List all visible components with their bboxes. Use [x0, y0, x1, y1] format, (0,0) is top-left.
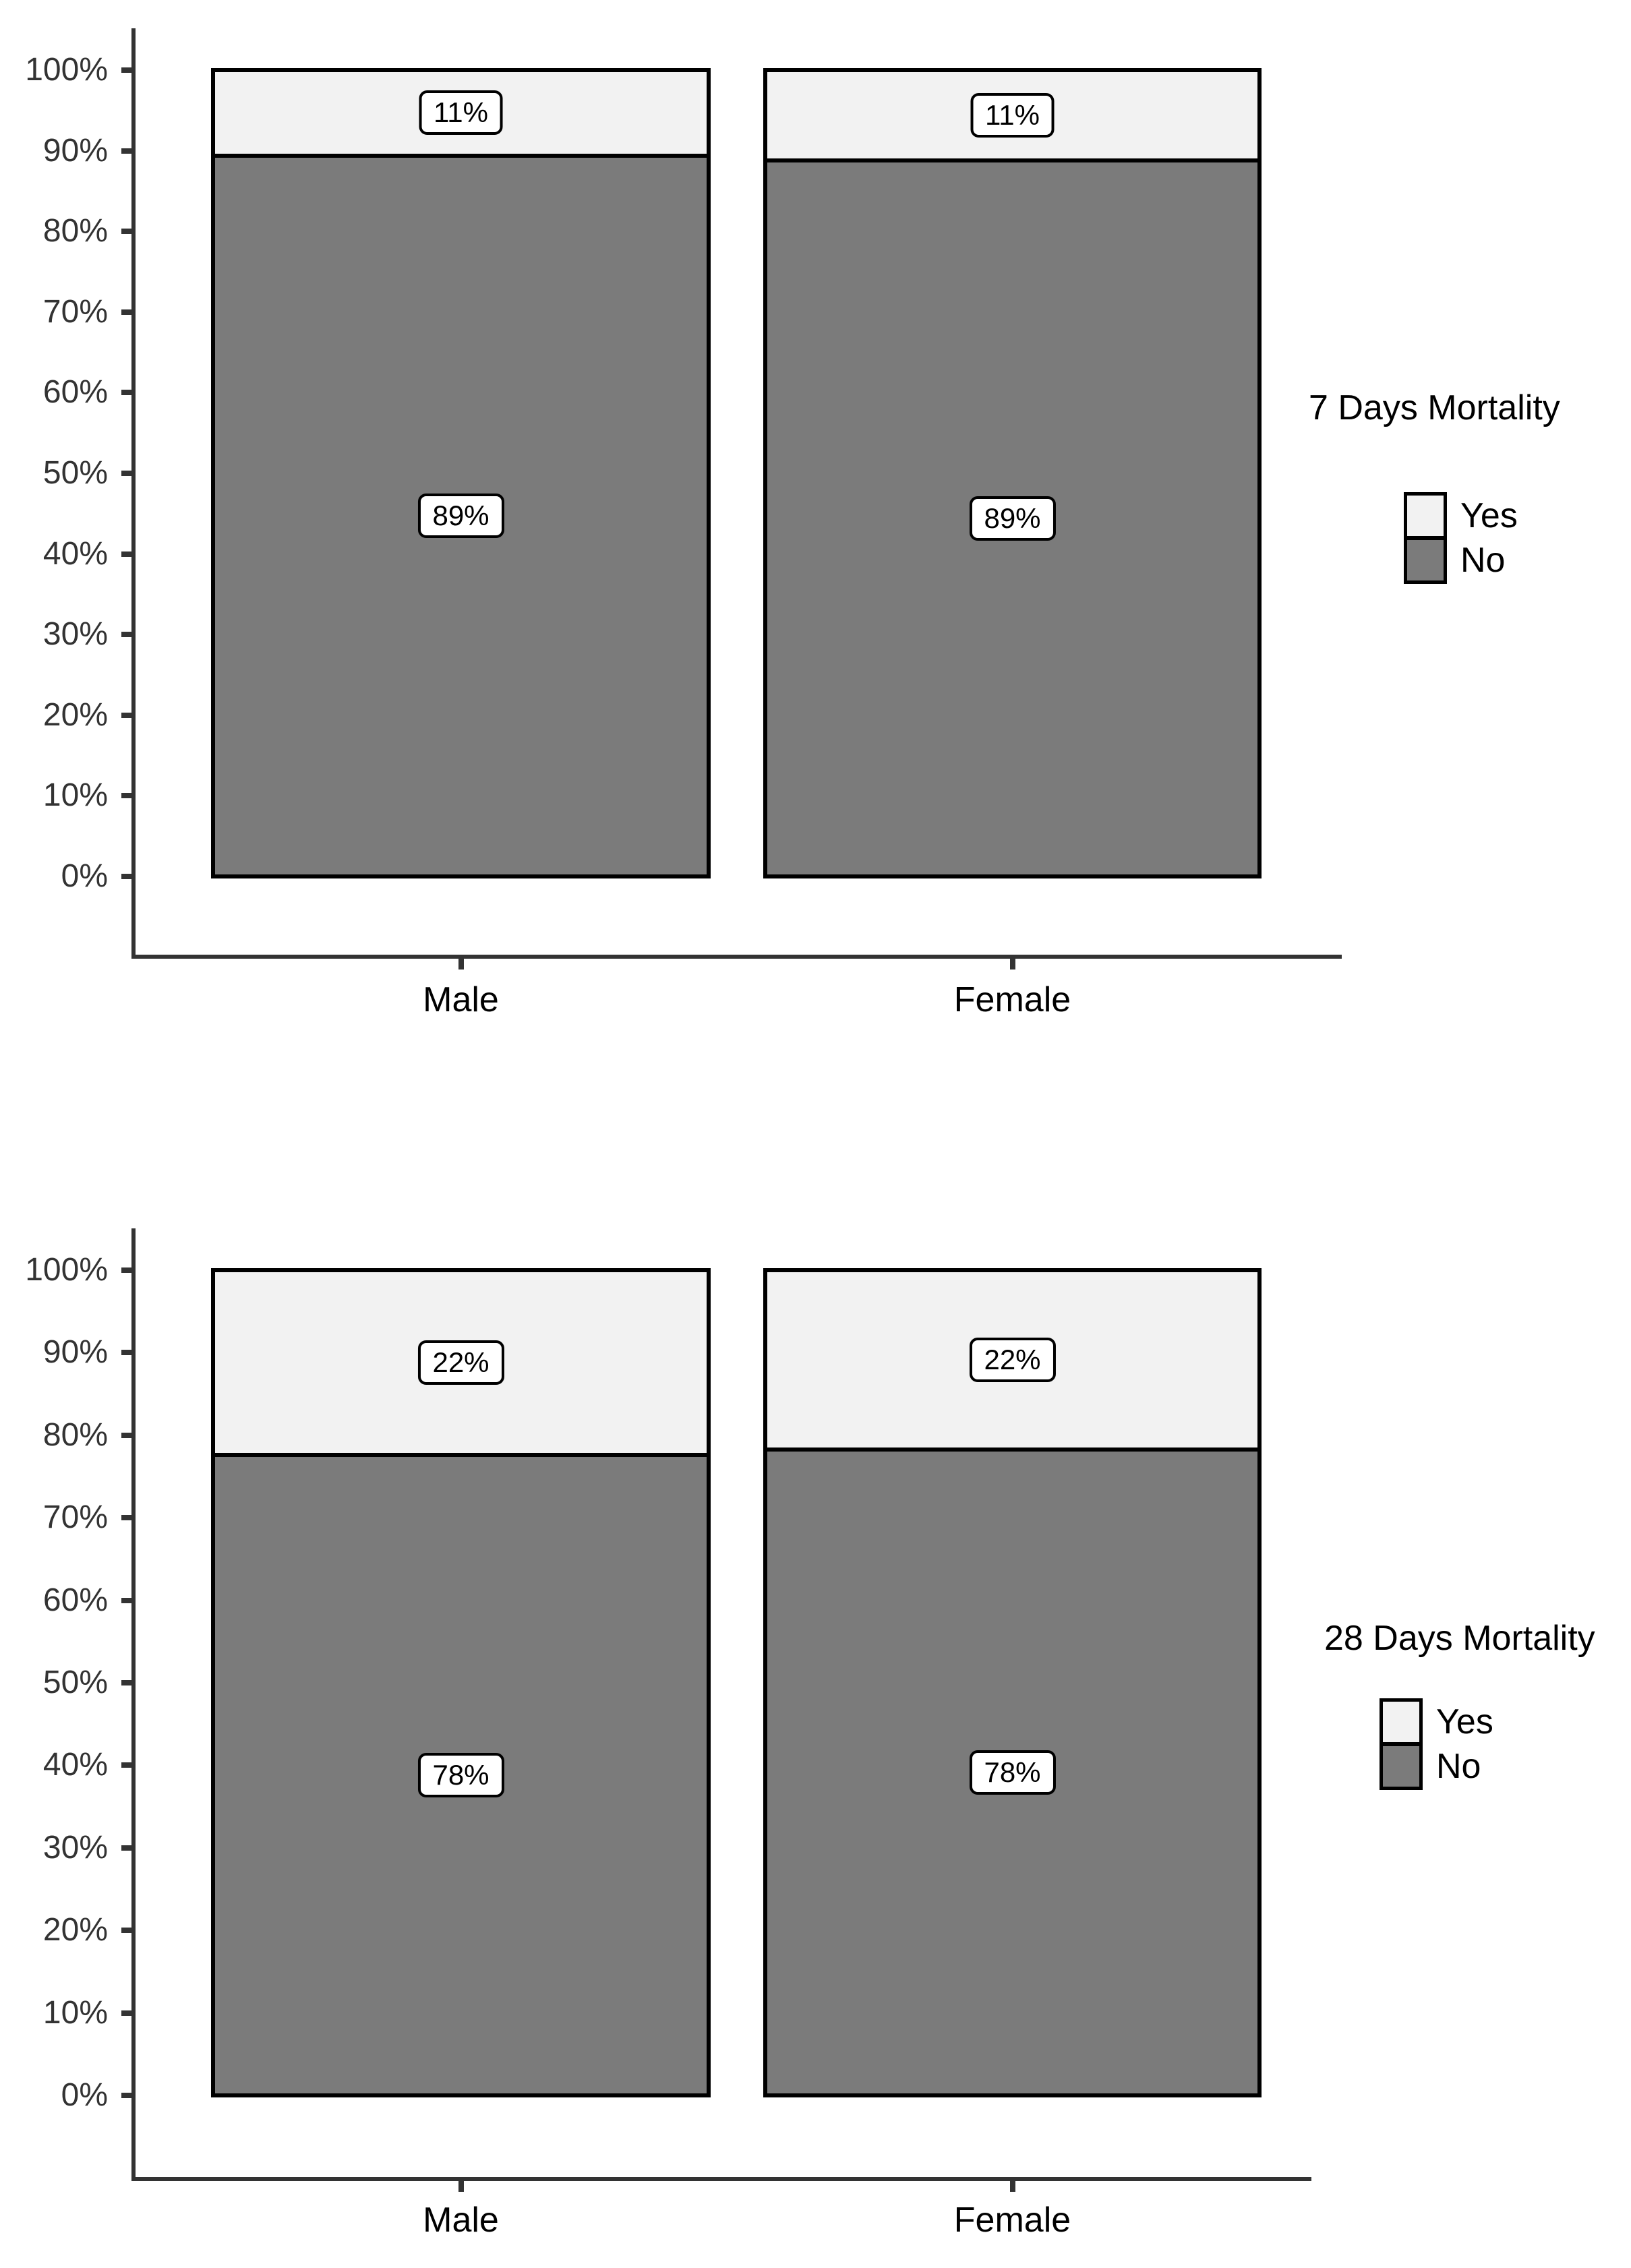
x-axis-line — [131, 955, 1342, 959]
value-label-yes: 11% — [970, 92, 1055, 138]
y-tick-label: 0% — [61, 858, 108, 894]
y-axis-tick — [121, 229, 131, 235]
category-label-female: Female — [953, 980, 1071, 1019]
x-axis-tick — [458, 2181, 464, 2192]
x-axis-line — [131, 2177, 1311, 2181]
y-axis-tick — [121, 1432, 131, 1438]
y-axis-tick — [121, 1762, 131, 1768]
bar-segment-divider — [213, 1453, 709, 1458]
y-tick-label: 90% — [42, 1334, 108, 1371]
y-tick-label: 70% — [42, 1499, 108, 1536]
y-axis-tick — [121, 712, 131, 718]
x-axis-tick — [1009, 2181, 1015, 2192]
y-axis-tick — [121, 793, 131, 799]
y-tick-label: 80% — [42, 213, 108, 249]
y-tick-label: 60% — [42, 1582, 108, 1618]
y-tick-label: 100% — [25, 1252, 108, 1288]
y-axis-tick — [121, 1928, 131, 1934]
legend-label-yes: Yes — [1436, 1702, 1493, 1741]
legend-label-no: No — [1460, 541, 1506, 580]
bar-segment-divider — [765, 1447, 1259, 1452]
value-label-no: 89% — [417, 494, 504, 539]
y-tick-label: 20% — [42, 1912, 108, 1948]
category-label-male: Male — [423, 980, 499, 1019]
legend-swatch-yes — [1407, 496, 1444, 536]
y-tick-label: 100% — [25, 52, 108, 88]
legend-swatch-divider — [1383, 1742, 1419, 1746]
legend-swatch-no — [1383, 1746, 1419, 1787]
legend-swatch-no — [1407, 540, 1444, 580]
y-axis-tick — [121, 148, 131, 154]
y-tick-label: 0% — [61, 2077, 108, 2113]
y-axis-tick — [121, 1267, 131, 1273]
y-tick-label: 40% — [42, 1747, 108, 1783]
x-axis-tick — [458, 959, 464, 969]
value-label-yes: 22% — [969, 1337, 1056, 1382]
bar-segment-divider — [765, 158, 1259, 162]
y-axis-tick — [121, 1597, 131, 1603]
value-label-yes: 11% — [419, 90, 503, 136]
y-tick-label: 10% — [42, 777, 108, 814]
legend-swatch-yes — [1383, 1702, 1419, 1742]
legend-title: 28 Days Mortality — [1324, 1619, 1595, 1658]
y-axis-line — [131, 1228, 136, 2181]
y-tick-label: 70% — [42, 293, 108, 330]
value-label-no: 78% — [417, 1753, 504, 1798]
value-label-no: 78% — [969, 1750, 1056, 1795]
y-axis-tick — [121, 632, 131, 638]
y-axis-tick — [121, 67, 131, 73]
y-axis-tick — [121, 1680, 131, 1685]
y-axis-tick — [121, 309, 131, 315]
y-axis-tick — [121, 1350, 131, 1356]
legend-swatch-divider — [1407, 536, 1444, 540]
legend-label-yes: Yes — [1460, 496, 1518, 535]
y-tick-label: 90% — [42, 132, 108, 169]
y-axis-tick — [121, 2010, 131, 2016]
y-tick-label: 30% — [42, 616, 108, 653]
y-tick-label: 50% — [42, 1665, 108, 1700]
y-tick-label: 60% — [42, 374, 108, 411]
y-tick-label: 20% — [42, 696, 108, 733]
y-axis-tick — [121, 390, 131, 396]
bar-outline-male — [211, 68, 711, 878]
legend-title: 7 Days Mortality — [1309, 388, 1560, 427]
y-axis-line — [131, 28, 136, 959]
bar-outline-female — [763, 1268, 1262, 2097]
y-axis-tick — [121, 874, 131, 879]
bar-segment-divider — [213, 153, 709, 158]
value-label-no: 89% — [969, 496, 1056, 541]
y-tick-label: 80% — [42, 1416, 108, 1453]
y-axis-tick — [121, 2093, 131, 2098]
x-axis-tick — [1009, 959, 1015, 969]
y-axis-tick — [121, 551, 131, 557]
legend-key — [1404, 492, 1447, 584]
legend-label-no: No — [1436, 1747, 1481, 1786]
y-tick-label: 10% — [42, 1994, 108, 2031]
value-label-yes: 22% — [417, 1340, 504, 1385]
bar-outline-male — [211, 1268, 711, 2097]
y-tick-label: 50% — [42, 455, 108, 491]
y-axis-tick — [121, 1515, 131, 1521]
y-tick-label: 40% — [42, 535, 108, 572]
bar-outline-female — [763, 68, 1262, 878]
category-label-female: Female — [953, 2201, 1071, 2240]
y-axis-tick — [121, 1845, 131, 1851]
y-tick-label: 30% — [42, 1829, 108, 1866]
y-axis-tick — [121, 471, 131, 476]
legend-key — [1380, 1698, 1423, 1790]
category-label-male: Male — [423, 2201, 499, 2240]
